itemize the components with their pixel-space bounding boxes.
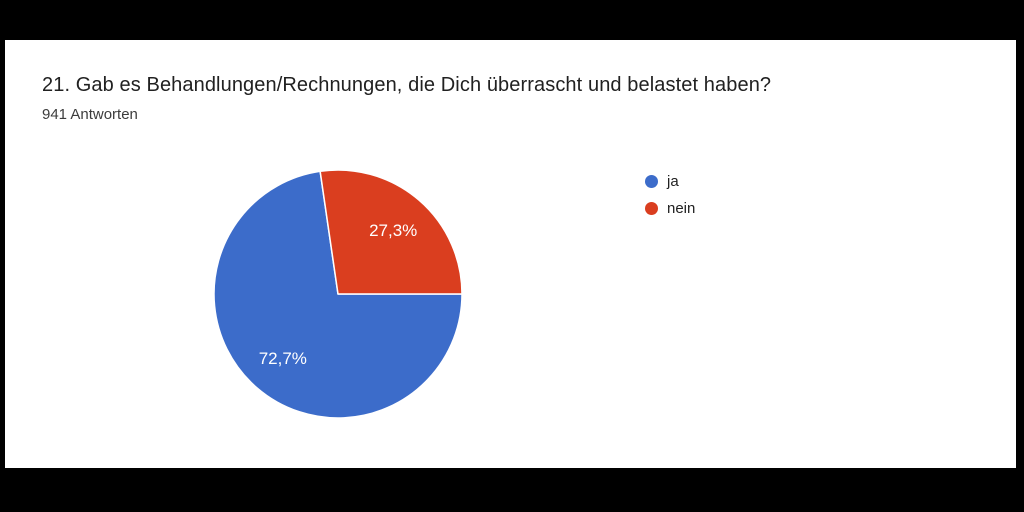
legend-label-nein: nein	[667, 199, 696, 217]
chart-legend: ja nein	[645, 171, 695, 218]
legend-swatch-nein-icon	[645, 201, 658, 215]
pie-slice-label-ja: 72,7%	[259, 349, 307, 368]
pie-slice-nein	[319, 169, 463, 295]
question-title: 21. Gab es Behandlungen/Rechnungen, die …	[42, 74, 772, 96]
chart-card: 21. Gab es Behandlungen/Rechnungen, die …	[5, 40, 1016, 468]
pie-slice-label-nein: 27,3%	[369, 221, 417, 240]
legend-swatch-ja-icon	[645, 174, 658, 188]
response-count: 941 Antworten	[42, 106, 138, 123]
legend-item-ja: ja	[645, 171, 695, 191]
legend-item-nein: nein	[645, 198, 695, 218]
pie-chart: 72,7% 27,3%	[213, 169, 463, 419]
legend-label-ja: ja	[667, 172, 679, 190]
